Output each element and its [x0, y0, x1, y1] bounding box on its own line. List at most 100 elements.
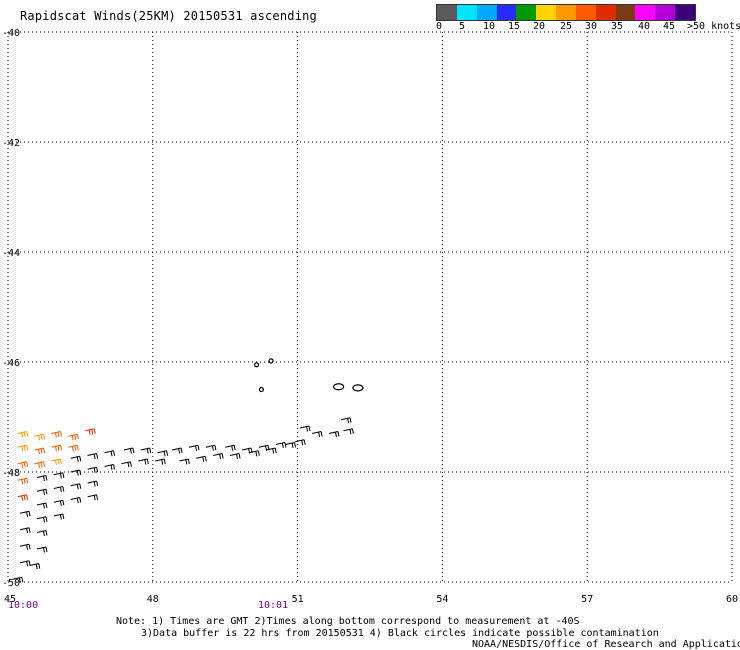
wind-barb-28 — [311, 431, 323, 438]
lat-label-2: -44 — [2, 248, 20, 259]
notes-line-2: 3)Data buffer is 22 hrs from 20150531 4)… — [141, 628, 659, 639]
wind-barb-10 — [34, 461, 46, 468]
wind-barb-23 — [225, 444, 236, 451]
wind-barb-1 — [34, 433, 46, 441]
wind-barb-3 — [68, 433, 79, 441]
wind-barb-53 — [53, 499, 65, 506]
lon-label-1: 48 — [147, 594, 159, 605]
legend-label-3: 15 — [508, 21, 521, 32]
contamination-circle-2 — [268, 358, 274, 364]
legend-label-10: >50 knots — [687, 21, 740, 32]
wind-barb-15 — [87, 453, 99, 460]
lat-label-0: -40 — [2, 28, 20, 39]
legend-swatch-3 — [496, 5, 517, 20]
lon-label-4: 57 — [581, 594, 593, 605]
lon-label-2: 51 — [292, 594, 304, 605]
wind-barb-51 — [87, 480, 99, 487]
wind-barb-32 — [196, 455, 207, 462]
wind-barb-22 — [205, 444, 217, 451]
wind-barb-65 — [12, 576, 24, 583]
legend-swatch-0 — [437, 5, 457, 20]
contamination-circle-3 — [333, 383, 345, 391]
legend-label-0: 0 — [436, 21, 443, 32]
wind-barb-37 — [285, 442, 297, 449]
contamination-circle-1 — [258, 386, 264, 393]
wind-barb-62 — [36, 546, 48, 553]
notes-line-3: NOAA/NESDIS/Office of Research and Appli… — [472, 639, 740, 650]
map-title: Rapidscat Winds(25KM) 20150531 ascending — [20, 9, 317, 23]
legend-labels: 0 5 10 15 20 25 30 35 40 45 >50 knots — [430, 21, 740, 35]
wind-barb-61 — [19, 543, 31, 550]
wind-barb-20 — [171, 447, 183, 454]
legend-swatch-8 — [595, 5, 616, 20]
legend-swatch-10 — [635, 5, 656, 20]
wind-barb-8 — [68, 444, 79, 452]
wind-barb-41 — [53, 472, 65, 479]
contamination-circle-0 — [253, 362, 260, 368]
wind-barb-40 — [36, 475, 48, 482]
lat-label-4: -48 — [2, 468, 20, 479]
wind-barb-18 — [140, 447, 152, 454]
wind-barb-17 — [123, 447, 135, 454]
wind-barb-12 — [17, 477, 29, 485]
legend-swatch-11 — [655, 5, 676, 20]
map-grid — [7, 31, 733, 583]
wind-barb-59 — [19, 527, 31, 534]
legend-label-8: 40 — [638, 21, 651, 32]
wind-barb-52 — [36, 502, 48, 509]
legend-swatch-4 — [516, 5, 537, 20]
legend-label-6: 30 — [585, 21, 598, 32]
lat-label-1: -42 — [2, 138, 20, 149]
lat-label-5: -50 — [2, 578, 20, 589]
wind-barb-11 — [51, 458, 62, 466]
wind-barb-2 — [51, 431, 62, 438]
wind-barb-45 — [121, 461, 132, 468]
wind-barb-60 — [36, 530, 48, 537]
wind-barb-19 — [157, 450, 169, 457]
lat-label-3: -46 — [2, 358, 20, 369]
wind-barb-54 — [70, 497, 82, 504]
wind-barb-13 — [17, 494, 29, 501]
legend-label-7: 35 — [611, 21, 624, 32]
time-label-end: 10:01 — [258, 600, 289, 611]
wind-barb-9 — [17, 461, 29, 468]
legend-label-1: 5 — [459, 21, 466, 32]
legend-swatch-7 — [575, 5, 596, 20]
wind-barb-42 — [70, 469, 82, 476]
wind-barb-26 — [275, 442, 287, 449]
legend-label-9: 45 — [663, 21, 676, 32]
wind-barb-39 — [340, 417, 352, 424]
wind-barb-35 — [249, 450, 260, 457]
notes-line-1: Note: 1) Times are GMT 2)Times along bot… — [116, 616, 580, 627]
wind-barb-64 — [29, 563, 41, 570]
wind-barb-49 — [53, 486, 65, 493]
wind-barb-29 — [328, 431, 340, 438]
legend-swatch-1 — [456, 5, 477, 20]
wind-barb-21 — [188, 444, 200, 451]
legend-swatch-5 — [536, 5, 557, 20]
wind-barb-14 — [70, 455, 82, 462]
wind-barb-16 — [104, 450, 116, 457]
legend-label-5: 25 — [560, 21, 573, 32]
lon-label-3: 54 — [436, 594, 448, 605]
wind-barb-0 — [17, 431, 29, 438]
legend-swatch-12 — [675, 5, 695, 20]
wind-barb-36 — [266, 447, 277, 454]
legend-label-4: 20 — [533, 21, 546, 32]
wind-barb-27 — [295, 439, 306, 446]
wind-barb-50 — [70, 483, 82, 490]
wind-barb-55 — [87, 494, 99, 501]
wind-barb-46 — [138, 458, 149, 465]
wind-barb-56 — [36, 516, 48, 523]
legend-swatch-6 — [556, 5, 576, 20]
wind-speed-legend — [436, 4, 696, 21]
wind-barb-47 — [155, 458, 166, 465]
time-label-start: 10:00 — [8, 600, 39, 611]
legend-swatch-2 — [476, 5, 497, 20]
wind-barb-58 — [19, 510, 31, 517]
wind-barb-33 — [213, 453, 224, 460]
wind-barb-7 — [51, 444, 62, 452]
wind-barb-63 — [19, 560, 31, 567]
wind-barb-4 — [85, 428, 96, 435]
